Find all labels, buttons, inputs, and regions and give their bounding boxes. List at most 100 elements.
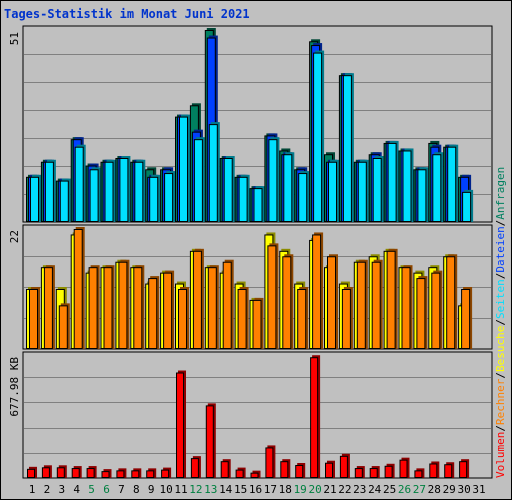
x-label-day-27: 27: [413, 483, 426, 496]
bar-rechner-day-14-face: [222, 261, 232, 349]
bar-volumen-day-1: [27, 466, 37, 478]
bar-seiten-day-24: [372, 156, 384, 222]
bar-volumen-day-11-face: [176, 372, 184, 479]
x-label-day-22: 22: [338, 483, 351, 496]
bar-rechner-day-12: [192, 248, 204, 349]
bar-rechner-day-9-face: [148, 278, 158, 349]
x-label-day-28: 28: [428, 483, 441, 496]
bar-seiten-day-21: [328, 159, 339, 223]
bar-seiten-day-25-face: [387, 142, 397, 222]
x-axis-labels: 1 2 3 4 5 6 7 8 9 10 11 12 13 14 15 16 17 18 19 20 21 22 23 24 2…: [29, 483, 486, 496]
bar-rechner-day-2: [43, 265, 55, 350]
x-label-day-18: 18: [279, 483, 292, 496]
bar-seiten-day-16-face: [253, 188, 263, 222]
bar-rechner-day-15: [237, 287, 249, 349]
x-label-day-1: 1: [29, 483, 36, 496]
x-label-day-24: 24: [368, 483, 382, 496]
bar-seiten-day-9-face: [149, 176, 159, 223]
bar-volumen-day-23: [354, 466, 365, 478]
legend-text: Volumen/Rechner/Besuche/Seiten/Dateien/A…: [494, 167, 507, 478]
bar-rechner-day-1: [29, 287, 40, 349]
bar-rechner-day-28-face: [431, 272, 441, 349]
legend-item-volumen: Volumen: [494, 432, 507, 478]
bar-volumen-day-29: [444, 462, 455, 478]
bar-seiten-day-13: [208, 122, 220, 222]
bar-rechner-day-12-face: [192, 250, 202, 349]
x-label-day-12: 12: [189, 483, 202, 496]
bar-rechner-day-11: [178, 287, 189, 349]
bar-volumen-day-13: [205, 403, 216, 478]
bar-rechner-day-25-face: [386, 250, 396, 349]
x-label-day-14: 14: [219, 483, 233, 496]
bar-seiten-day-6-face: [104, 161, 114, 223]
bar-volumen-day-5: [86, 466, 97, 478]
bar-rechner-day-21: [327, 254, 338, 350]
x-label-day-3: 3: [58, 483, 65, 496]
bar-rechner-day-4: [73, 227, 85, 349]
bar-rechner-day-6-face: [103, 267, 113, 350]
bar-volumen-day-9: [146, 468, 157, 479]
bar-rechner-day-19: [297, 287, 309, 349]
bar-volumen-day-19: [295, 463, 306, 478]
bar-volumen-day-4: [71, 466, 82, 478]
bar-seiten-day-8: [134, 159, 146, 223]
bar-volumen-day-25: [384, 463, 395, 478]
panel-3-bg: [22, 351, 493, 479]
bar-seiten-day-5-face: [89, 169, 99, 222]
bar-seiten-day-3-face: [59, 180, 69, 223]
bar-rechner-day-8-face: [133, 267, 143, 350]
x-label-day-20: 20: [308, 483, 321, 496]
bar-volumen-day-20-face: [310, 357, 319, 478]
bar-rechner-day-22: [341, 287, 353, 349]
chart-title: Tages-Statistik im Monat Juni 2021: [4, 7, 250, 21]
bar-rechner-day-3: [58, 303, 70, 350]
legend-separator: /: [494, 273, 507, 280]
bar-rechner-day-23: [356, 259, 368, 349]
bar-volumen-day-14-face: [220, 461, 229, 478]
chart-marks: [26, 28, 474, 479]
x-label-day-5: 5: [88, 483, 95, 496]
bar-rechner-day-21-face: [327, 256, 336, 350]
bar-rechner-day-27-face: [416, 278, 426, 349]
bar-seiten-day-14: [223, 156, 235, 222]
bar-rechner-day-24-face: [371, 261, 381, 349]
bar-seiten-day-7-face: [119, 158, 129, 222]
bar-rechner-day-11-face: [178, 289, 187, 349]
bar-seiten-day-10-face: [164, 173, 174, 222]
bar-volumen-day-12: [190, 456, 201, 478]
y-max-label-1: 51: [8, 32, 21, 45]
bar-seiten-day-11-face: [179, 116, 188, 222]
bar-volumen-day-23-face: [354, 468, 363, 478]
bar-seiten-day-3: [59, 178, 71, 223]
bar-seiten-day-24-face: [372, 158, 382, 222]
y-axis-labels: 51 22 677.98 KB: [8, 32, 21, 417]
bar-seiten-day-4: [74, 144, 86, 223]
bar-seiten-day-18: [283, 152, 295, 222]
bar-seiten-day-26-face: [402, 150, 412, 222]
bar-seiten-day-1-face: [30, 176, 39, 223]
bar-seiten-day-1: [30, 174, 41, 223]
bar-seiten-day-25: [387, 140, 399, 222]
bar-rechner-day-3-face: [58, 305, 68, 350]
bar-seiten-day-30-face: [462, 191, 472, 223]
bar-rechner-day-13-face: [207, 267, 217, 350]
bar-rechner-day-15-face: [237, 289, 247, 349]
bar-volumen-day-22: [339, 453, 350, 479]
bar-volumen-day-26-face: [399, 459, 408, 479]
bar-seiten-day-2: [44, 159, 56, 223]
bar-volumen-day-11: [176, 370, 186, 479]
bar-volumen-day-20: [310, 355, 321, 478]
bar-volumen-day-2: [41, 465, 52, 479]
x-label-day-26: 26: [398, 483, 411, 496]
bar-seiten-day-12-face: [193, 139, 203, 222]
bar-seiten-day-22-face: [342, 75, 352, 222]
bar-volumen-day-18: [280, 459, 291, 478]
legend-separator: /: [494, 372, 507, 379]
bar-seiten-day-2-face: [44, 161, 54, 223]
bar-seiten-day-23: [357, 159, 369, 223]
bar-rechner-day-25: [386, 248, 398, 349]
bar-seiten-day-26: [402, 148, 414, 222]
x-label-day-21: 21: [323, 483, 336, 496]
bar-rechner-day-20: [312, 232, 324, 349]
x-label-day-19: 19: [294, 483, 307, 496]
